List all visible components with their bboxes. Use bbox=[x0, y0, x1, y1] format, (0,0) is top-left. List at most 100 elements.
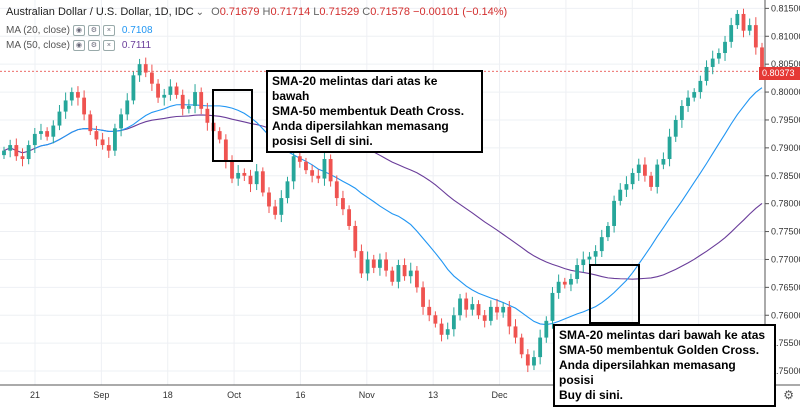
close-icon[interactable]: × bbox=[102, 25, 115, 36]
x-tick-label: Nov bbox=[359, 390, 376, 400]
candle-body bbox=[507, 306, 512, 327]
ma50-path bbox=[3, 114, 763, 280]
candle-body bbox=[242, 172, 247, 176]
candle-body bbox=[513, 326, 518, 338]
candle bbox=[661, 152, 666, 170]
gear-icon[interactable]: ⚙ bbox=[783, 388, 794, 402]
candle bbox=[550, 287, 555, 329]
candle bbox=[513, 319, 518, 344]
candle-body bbox=[143, 64, 148, 73]
candle-body bbox=[421, 287, 425, 307]
candle-body bbox=[525, 354, 530, 366]
candle bbox=[501, 302, 506, 318]
settings-icon[interactable]: ⚙ bbox=[87, 40, 100, 51]
candle-body bbox=[606, 225, 610, 238]
candle bbox=[735, 10, 740, 30]
candle-body bbox=[439, 323, 444, 335]
candle-body bbox=[630, 172, 635, 185]
candle bbox=[581, 251, 586, 273]
candle-body bbox=[569, 278, 573, 285]
symbol-title[interactable]: Australian Dollar / U.S. Dollar, 1D, IDC bbox=[6, 6, 194, 18]
candle bbox=[76, 86, 80, 106]
candle-body bbox=[643, 164, 647, 176]
candle bbox=[51, 120, 56, 144]
candle bbox=[20, 148, 25, 167]
candle bbox=[729, 17, 734, 48]
candle bbox=[100, 132, 105, 150]
candle bbox=[371, 254, 376, 274]
candle-body bbox=[82, 97, 87, 115]
candle bbox=[131, 71, 136, 105]
candle bbox=[655, 159, 660, 194]
eye-icon[interactable]: ◉ bbox=[72, 25, 85, 36]
candle-body bbox=[310, 170, 315, 176]
candle bbox=[451, 307, 456, 337]
candle-body bbox=[599, 237, 604, 252]
candle-body bbox=[667, 136, 672, 160]
candle bbox=[507, 300, 512, 335]
candle-body bbox=[593, 251, 598, 257]
candle bbox=[698, 75, 703, 99]
candle-body bbox=[482, 315, 487, 321]
settings-icon[interactable]: ⚙ bbox=[87, 25, 100, 36]
candle-body bbox=[63, 100, 68, 112]
ma20-label: MA (20, close) bbox=[6, 25, 70, 36]
candle-body bbox=[550, 292, 555, 321]
candle-body bbox=[236, 172, 241, 179]
close-icon[interactable]: × bbox=[102, 40, 115, 51]
y-tick-label: 0.75000 bbox=[771, 366, 800, 376]
close-value: 0.71578 bbox=[370, 6, 410, 18]
candle bbox=[488, 300, 493, 326]
chevron-down-icon[interactable]: ⌄ bbox=[195, 7, 205, 18]
candle-body bbox=[174, 86, 179, 95]
candle bbox=[458, 293, 462, 321]
x-tick-label: 21 bbox=[30, 390, 40, 400]
candle bbox=[704, 60, 709, 86]
candle-body bbox=[581, 259, 586, 266]
candle-body bbox=[149, 72, 154, 84]
candle bbox=[365, 251, 370, 281]
candle bbox=[439, 318, 444, 342]
candle-body bbox=[76, 92, 80, 98]
ma20-legend[interactable]: MA (20, close) ◉ ⚙ × 0.7108 bbox=[6, 25, 153, 36]
candle-body bbox=[464, 298, 469, 310]
candle-body bbox=[624, 184, 629, 190]
candle bbox=[32, 127, 37, 153]
candle-body bbox=[260, 171, 265, 193]
candle-body bbox=[384, 259, 388, 271]
candle bbox=[587, 252, 592, 265]
candle bbox=[168, 79, 173, 101]
candle-body bbox=[223, 139, 228, 162]
candle-body bbox=[217, 131, 222, 140]
candle bbox=[230, 155, 234, 184]
candle-body bbox=[686, 97, 690, 107]
candle-body bbox=[679, 106, 684, 120]
candle-body bbox=[723, 41, 727, 54]
candle bbox=[716, 48, 721, 64]
candle-body bbox=[69, 92, 74, 101]
candle bbox=[470, 296, 475, 316]
candle-body bbox=[156, 83, 160, 98]
candle-body bbox=[673, 119, 678, 137]
ma50-legend[interactable]: MA (50, close) ◉ ⚙ × 0.7111 bbox=[6, 40, 151, 51]
candle bbox=[679, 100, 684, 128]
eye-icon[interactable]: ◉ bbox=[72, 40, 85, 51]
candle bbox=[747, 18, 752, 36]
candle-body bbox=[334, 181, 339, 199]
candle bbox=[186, 99, 191, 114]
candle bbox=[643, 157, 647, 182]
candle-body bbox=[291, 156, 296, 182]
candle bbox=[396, 259, 401, 289]
candle bbox=[753, 17, 758, 55]
candle-body bbox=[470, 304, 475, 310]
candle-body bbox=[587, 256, 592, 260]
candle bbox=[575, 258, 580, 284]
candle-body bbox=[353, 225, 358, 252]
candle-body bbox=[396, 265, 401, 282]
candle bbox=[359, 244, 364, 278]
